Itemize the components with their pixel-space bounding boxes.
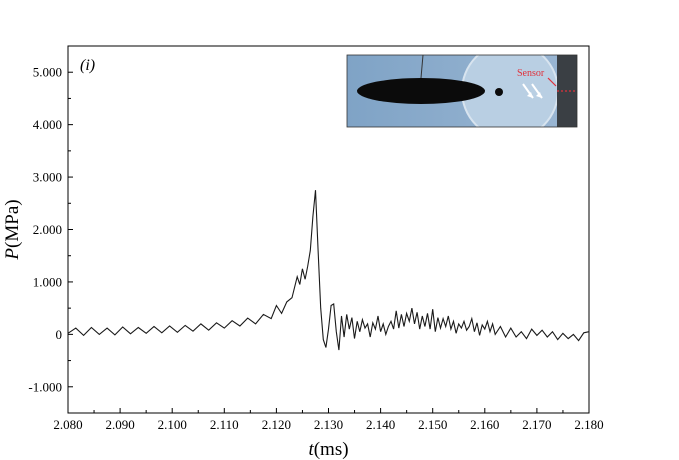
y-tick-label: 2.000 bbox=[33, 222, 62, 237]
inset-photo: Sensor bbox=[346, 54, 578, 128]
inset-sensor-label: Sensor bbox=[517, 68, 545, 79]
x-tick-label: 2.170 bbox=[522, 417, 551, 432]
y-tick-label: 3.000 bbox=[33, 170, 62, 185]
series-line-pressure bbox=[67, 190, 590, 351]
panel-label: (i) bbox=[80, 57, 95, 74]
x-tick-label: 2.100 bbox=[158, 417, 187, 432]
y-tick-label: 5.000 bbox=[33, 65, 62, 80]
inset-support-line bbox=[420, 55, 424, 79]
inset-white-arrowhead bbox=[527, 92, 533, 98]
x-axis-label-var: t bbox=[308, 439, 314, 460]
x-tick-label: 2.110 bbox=[210, 417, 239, 432]
x-axis-label-unit: (ms) bbox=[314, 439, 349, 460]
x-tick-label: 2.120 bbox=[262, 417, 291, 432]
y-tick-label: 0 bbox=[56, 327, 63, 342]
y-tick-label: 4.000 bbox=[33, 117, 62, 132]
inset-border bbox=[346, 54, 578, 128]
x-tick-label: 2.130 bbox=[314, 417, 343, 432]
y-axis: -1.000 0 1.000 2.000 3.000 4.000 5.000 bbox=[28, 65, 73, 394]
y-axis-label: P(MPa) bbox=[2, 199, 23, 260]
x-tick-label: 2.180 bbox=[574, 417, 603, 432]
x-axis: 2.080 2.090 2.100 2.110 2.120 2.130 2.140 2.150… bbox=[53, 408, 604, 432]
x-axis-label: t(ms) bbox=[308, 439, 348, 460]
y-tick-label: 1.000 bbox=[33, 274, 62, 289]
inset-dark-dot bbox=[495, 88, 503, 96]
inset-white-arrowhead bbox=[536, 92, 542, 98]
x-tick-label: 2.140 bbox=[366, 417, 395, 432]
x-tick-label: 2.160 bbox=[470, 417, 499, 432]
x-tick-label: 2.090 bbox=[105, 417, 134, 432]
y-tick-label: -1.000 bbox=[28, 379, 62, 394]
inset-sensor-pointer bbox=[547, 77, 557, 87]
y-axis-label-unit: (MPa) bbox=[2, 199, 23, 248]
x-tick-label: 2.150 bbox=[418, 417, 447, 432]
x-tick-label: 2.080 bbox=[53, 417, 82, 432]
inset-dark-ellipse bbox=[357, 78, 485, 104]
y-axis-label-var: P bbox=[2, 248, 23, 261]
